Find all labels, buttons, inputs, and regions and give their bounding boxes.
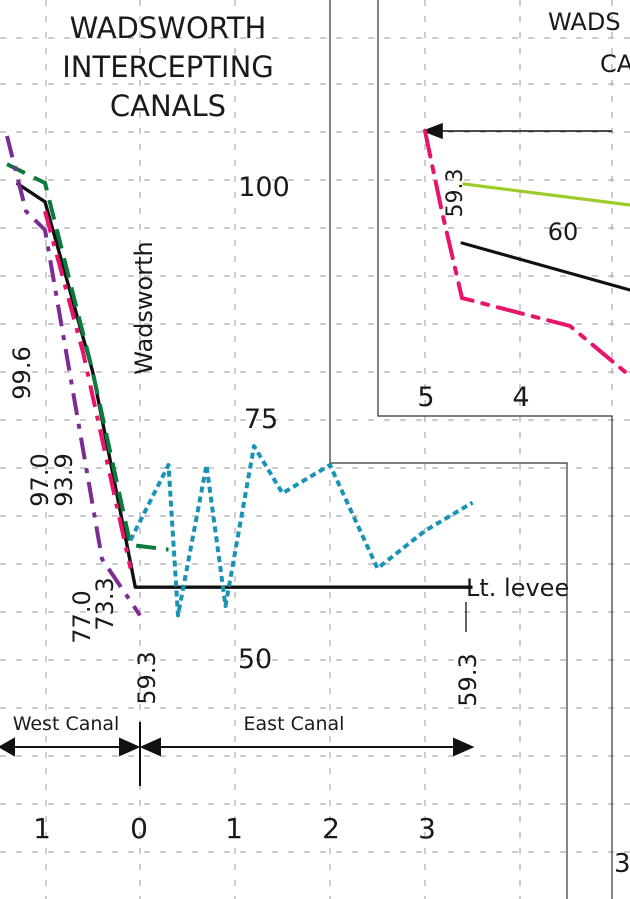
series-line-2 [43, 210, 133, 569]
lt-levee-label: Lt. levee [466, 574, 569, 602]
bottom-tick-3: 3 [614, 849, 630, 879]
inset-series-lime [462, 182, 630, 207]
inset-series [423, 129, 630, 378]
panel-borders [329, 0, 613, 899]
value-99-6: 99.6 [8, 346, 36, 399]
inset-series-black [460, 241, 630, 292]
inset-tick-5: 5 [417, 382, 434, 413]
x-tick-1-left: 1 [33, 812, 51, 845]
inset-arrow [421, 122, 612, 140]
y-tick-100: 100 [238, 172, 290, 203]
inset-frame [377, 0, 613, 899]
x-tick-1-right: 1 [225, 812, 243, 845]
x-tick-0: 0 [130, 812, 148, 845]
series-line-3 [5, 135, 142, 617]
west-canal-label: West Canal [13, 713, 120, 735]
value-73-3: 73.3 [91, 577, 119, 630]
title-right-line-1: WADS [548, 8, 621, 36]
series-line-4 [128, 444, 474, 618]
y-tick-75: 75 [244, 404, 278, 435]
title-line-1: WADSWORTH [70, 11, 267, 45]
value-93-9: 93.9 [50, 453, 78, 506]
y-tick-50: 50 [238, 644, 272, 675]
title-line-2: INTERCEPTING [62, 50, 273, 84]
main-frame [329, 0, 568, 899]
title-line-3: CANALS [110, 89, 226, 123]
value-97-0: 97.0 [26, 453, 54, 506]
inset-tick-4: 4 [512, 382, 529, 413]
value-60: 60 [548, 218, 579, 246]
east-canal-label: East Canal [244, 713, 345, 735]
series-line-1 [6, 162, 169, 552]
value-77-0: 77.0 [68, 590, 96, 643]
series-line-0 [15, 181, 473, 589]
inset-series-magenta [423, 129, 630, 378]
value-59-3-right: 59.3 [454, 653, 482, 706]
value-59-3-left: 59.3 [133, 651, 161, 704]
x-tick-2: 2 [322, 812, 340, 845]
station-label: Wadsworth [130, 241, 158, 374]
title-right-line-2: CA [600, 50, 630, 78]
value-59-3-inset: 59.3 [443, 169, 468, 218]
x-tick-3: 3 [418, 812, 436, 845]
canal-arrows [0, 722, 475, 786]
series-layer [5, 135, 474, 618]
